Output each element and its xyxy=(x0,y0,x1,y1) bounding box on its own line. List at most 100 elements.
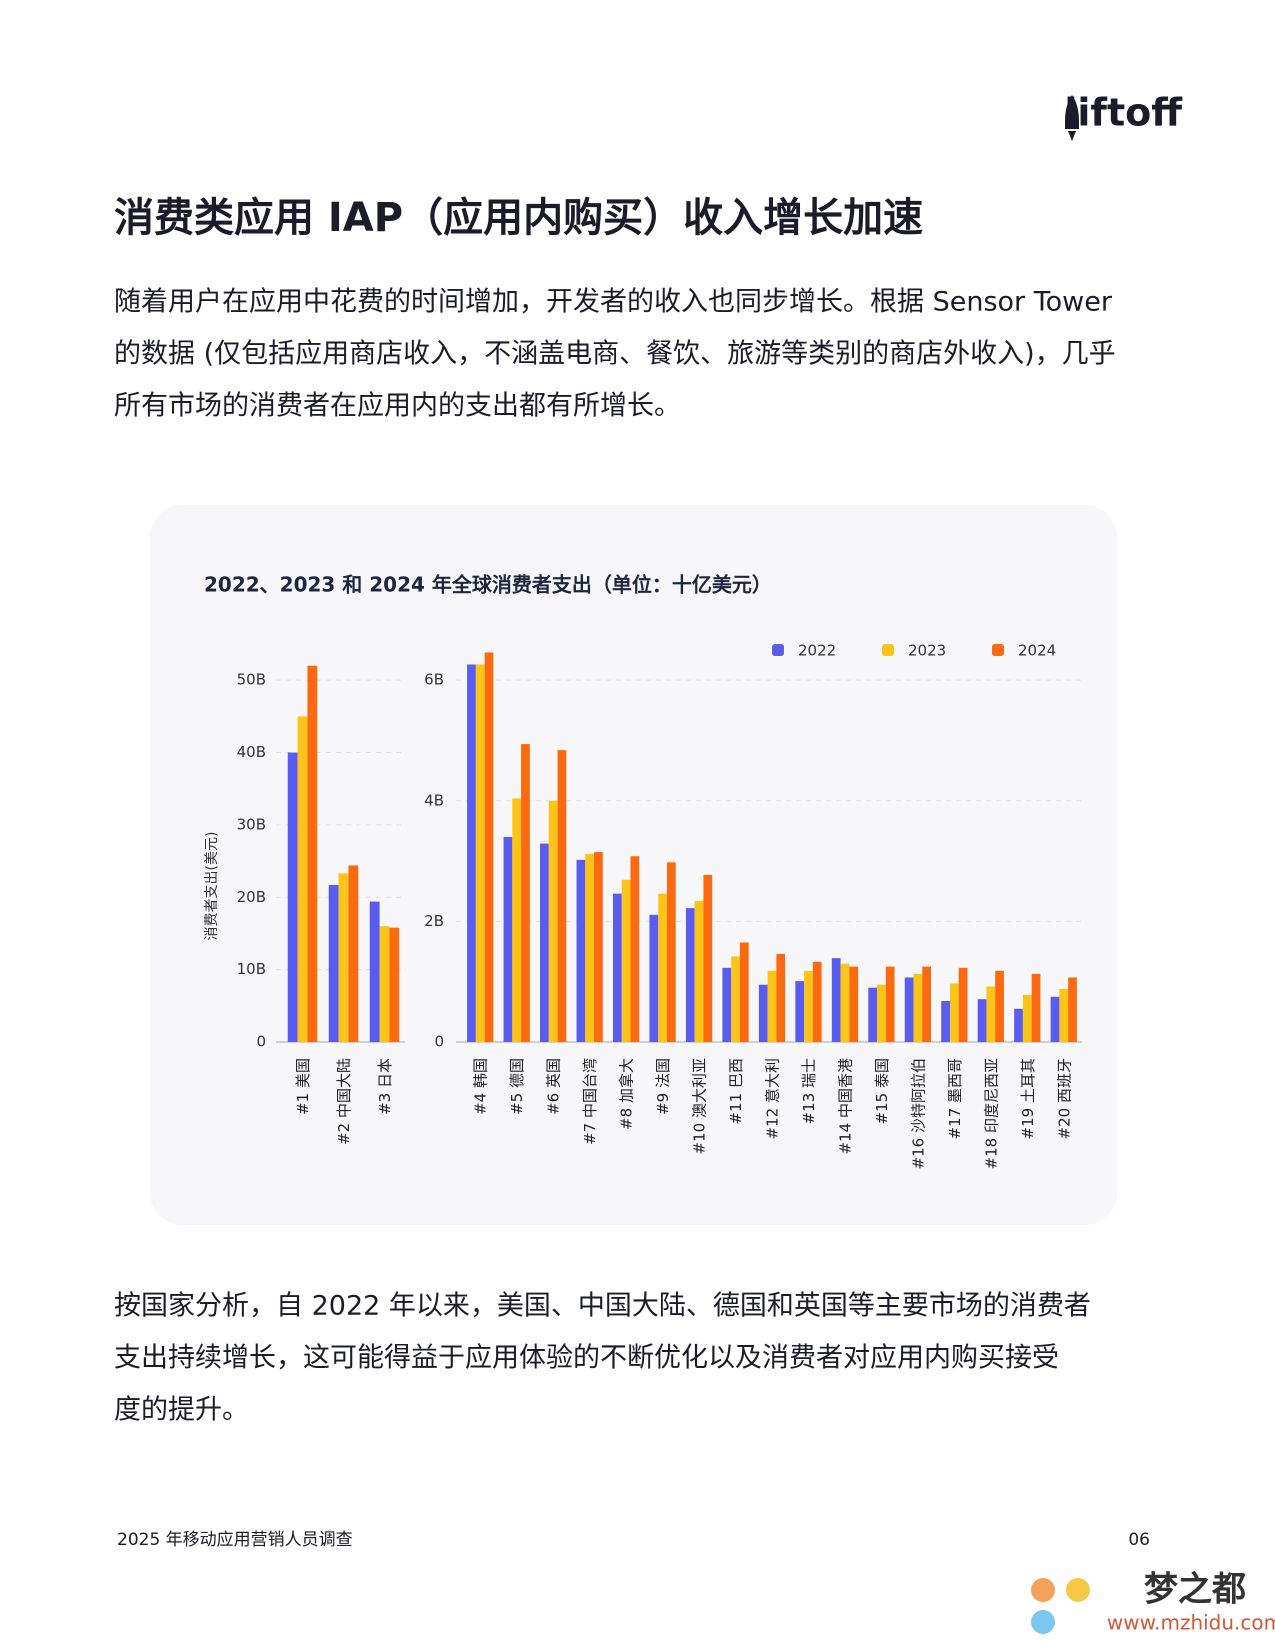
bar xyxy=(795,981,805,1042)
watermark-name: 梦之都 xyxy=(1144,1570,1246,1610)
x-tick-label: #18 印度尼西亚 xyxy=(982,1058,1000,1169)
y-tick-label: 0 xyxy=(434,1033,444,1051)
watermark-icon xyxy=(1066,1578,1090,1602)
x-tick-label: #8 加拿大 xyxy=(618,1058,636,1130)
y-tick-label: 0 xyxy=(256,1033,266,1051)
x-tick-label: #15 泰国 xyxy=(873,1058,891,1124)
bar xyxy=(540,843,549,1042)
page-number: 06 xyxy=(1128,1530,1150,1550)
bar xyxy=(348,865,359,1042)
bar xyxy=(576,859,586,1042)
bar xyxy=(868,987,878,1042)
legend-swatch xyxy=(882,644,894,656)
y-tick-label: 10B xyxy=(237,960,266,978)
y-tick-label: 20B xyxy=(237,888,266,906)
watermark-icon xyxy=(1031,1578,1055,1602)
paragraph-line: 支出持续增长，这可能得益于应用体验的不断优化以及消费者对应用内购买接受 xyxy=(114,1343,1059,1374)
bar xyxy=(658,893,667,1042)
bar xyxy=(484,652,494,1042)
bar xyxy=(804,970,813,1042)
paragraph-line: 度的提升。 xyxy=(114,1395,249,1426)
x-tick-label: #17 墨西哥 xyxy=(946,1058,964,1139)
legend-swatch xyxy=(992,644,1004,656)
chart-title: 2022、2023 和 2024 年全球消费者支出（单位：十亿美元） xyxy=(204,573,772,597)
bar xyxy=(369,901,380,1042)
bar xyxy=(307,665,318,1042)
bar xyxy=(585,853,595,1042)
logo: liftoff xyxy=(1064,91,1183,135)
bar xyxy=(995,970,1004,1042)
bar xyxy=(831,958,841,1042)
bar xyxy=(612,893,622,1042)
x-tick-label: #7 中国台湾 xyxy=(581,1058,599,1145)
paragraph: 随着用户在应用中花费的时间增加，开发者的收入也同步增长。根据 Sensor To… xyxy=(114,287,1116,422)
bar xyxy=(338,873,349,1042)
bar xyxy=(776,953,786,1042)
x-tick-label: #19 土耳其 xyxy=(1019,1058,1037,1139)
x-tick-label: #11 巴西 xyxy=(727,1058,745,1124)
x-tick-label: #3 日本 xyxy=(376,1058,394,1115)
bar xyxy=(767,970,777,1042)
x-tick-label: #16 沙特阿拉伯 xyxy=(909,1058,927,1169)
heading: 消费类应用 IAP（应用内购买）收入增长加速 xyxy=(114,195,923,241)
x-tick-label: #12 意大利 xyxy=(764,1058,782,1139)
bar xyxy=(949,983,959,1042)
legend-label: 2022 xyxy=(798,642,836,660)
bar xyxy=(297,716,308,1042)
bar xyxy=(685,908,695,1042)
x-tick-label: #13 瑞士 xyxy=(800,1058,818,1124)
bar xyxy=(1050,996,1060,1042)
x-tick-label: #4 韩国 xyxy=(472,1058,490,1115)
x-tick-label: #14 中国香港 xyxy=(836,1058,854,1154)
y-tick-label: 6B xyxy=(424,671,444,689)
bar xyxy=(849,966,859,1042)
bar xyxy=(666,862,676,1042)
bar xyxy=(812,961,822,1042)
bar xyxy=(621,879,631,1042)
bar xyxy=(557,750,567,1042)
bar xyxy=(840,963,850,1042)
bar xyxy=(758,984,768,1042)
x-tick-label: #1 美国 xyxy=(294,1058,312,1115)
bar xyxy=(904,977,914,1042)
paragraph-line: 随着用户在应用中花费的时间增加，开发者的收入也同步增长。根据 Sensor To… xyxy=(114,287,1113,318)
bar xyxy=(630,856,640,1042)
legend-swatch xyxy=(772,644,784,656)
bar xyxy=(703,874,713,1042)
x-tick-label: #20 西班牙 xyxy=(1055,1058,1073,1139)
y-tick-label: 30B xyxy=(237,815,266,833)
watermark-icon xyxy=(1031,1610,1055,1634)
logo-icon xyxy=(1065,95,1079,141)
bar xyxy=(913,973,923,1042)
bar xyxy=(922,966,932,1042)
y-tick-label: 4B xyxy=(424,791,444,809)
bar xyxy=(1059,988,1069,1042)
bar xyxy=(649,914,659,1042)
bar xyxy=(694,900,704,1042)
bar xyxy=(594,852,603,1042)
watermark-url: www.mzhidu.com xyxy=(1107,1611,1275,1635)
bar xyxy=(731,956,740,1042)
paragraph-line: 的数据 (仅包括应用商店收入，不涵盖电商、餐饮、旅游等类别的商店外收入)，几乎 xyxy=(114,339,1116,370)
bar xyxy=(512,798,522,1042)
bar xyxy=(521,744,530,1042)
paragraph: 按国家分析，自 2022 年以来，美国、中国大陆、德国和英国等主要市场的消费者支… xyxy=(114,1291,1091,1426)
footer-report: 2025 年移动应用营销人员调查 xyxy=(117,1530,353,1550)
bar xyxy=(1014,1008,1023,1042)
y-tick-label: 40B xyxy=(237,743,266,761)
bar xyxy=(1031,973,1041,1042)
bar xyxy=(722,967,732,1042)
x-tick-label: #9 法国 xyxy=(654,1058,672,1115)
bar xyxy=(1022,994,1032,1042)
x-tick-label: #6 英国 xyxy=(545,1058,563,1115)
bar xyxy=(548,800,558,1042)
legend-label: 2024 xyxy=(1018,642,1056,660)
y-axis-label: 消费者支出(美元) xyxy=(204,832,220,941)
bar xyxy=(885,966,895,1042)
x-tick-label: #10 澳大利亚 xyxy=(691,1058,709,1154)
bar xyxy=(877,984,886,1042)
bar xyxy=(328,884,339,1042)
bar xyxy=(379,926,390,1042)
bar xyxy=(941,1000,950,1042)
